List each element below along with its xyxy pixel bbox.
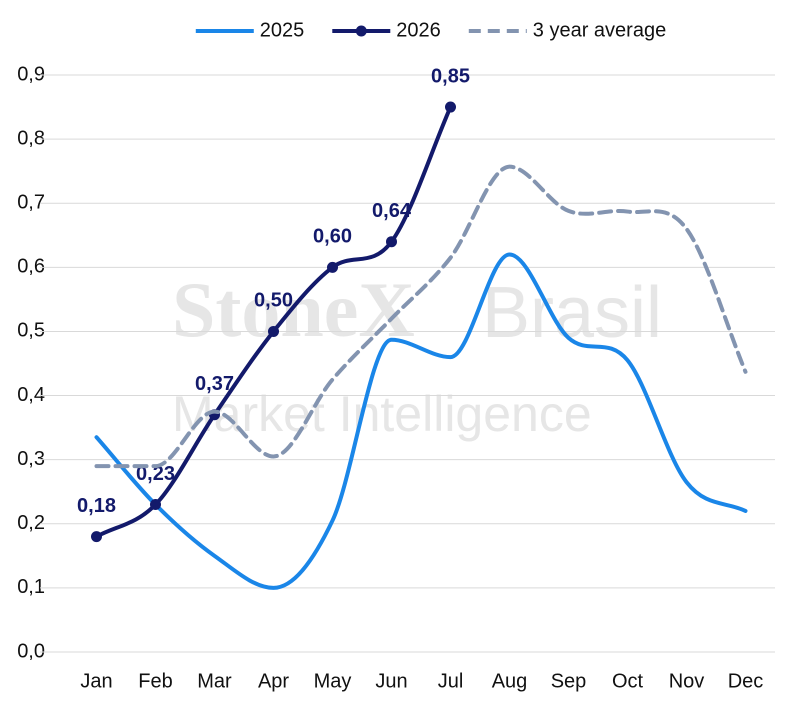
legend-label: 2026: [396, 19, 441, 41]
x-tick-label: Sep: [551, 670, 587, 692]
x-tick-label: Nov: [669, 670, 705, 692]
point-marker: [445, 101, 456, 113]
x-tick-label: Dec: [728, 670, 764, 692]
data-label: 0,23: [136, 463, 175, 485]
point-marker: [150, 499, 161, 511]
y-tick-label: 0,7: [17, 192, 45, 214]
series-line: [94, 252, 748, 590]
x-tick-label: May: [314, 670, 352, 692]
y-tick-label: 0,5: [17, 320, 45, 342]
point-marker: [327, 261, 338, 273]
data-label: 0,64: [372, 200, 412, 222]
y-tick-label: 0,0: [17, 640, 45, 662]
point-marker: [386, 236, 397, 248]
x-tick-label: Jun: [375, 670, 407, 692]
x-tick-label: Aug: [492, 670, 528, 692]
x-tick-label: Mar: [197, 670, 232, 692]
data-label: 0,37: [195, 373, 234, 395]
y-tick-label: 0,2: [17, 512, 45, 534]
y-tick-label: 0,9: [17, 63, 45, 85]
data-label: 0,18: [77, 495, 116, 517]
x-tick-label: Apr: [258, 670, 289, 692]
y-tick-label: 0,4: [17, 384, 45, 406]
y-tick-label: 0,3: [17, 448, 45, 470]
data-label: 0,50: [254, 290, 293, 312]
x-tick-label: Jul: [438, 670, 464, 692]
x-tick-label: Feb: [138, 670, 172, 692]
legend-label: 2025: [260, 19, 305, 41]
point-marker: [268, 325, 279, 337]
legend-label: 3 year average: [533, 19, 666, 41]
series-line: [94, 164, 748, 469]
watermark: Market Intelligence: [172, 386, 592, 442]
x-tick-label: Jan: [80, 670, 112, 692]
legend-marker: [355, 25, 367, 37]
data-label: 0,60: [313, 226, 352, 248]
y-tick-label: 0,1: [17, 576, 45, 598]
data-label: 0,85: [431, 65, 470, 87]
y-tick-label: 0,8: [17, 127, 45, 149]
y-tick-label: 0,6: [17, 256, 45, 278]
point-marker: [91, 531, 102, 543]
x-tick-label: Oct: [612, 670, 644, 692]
